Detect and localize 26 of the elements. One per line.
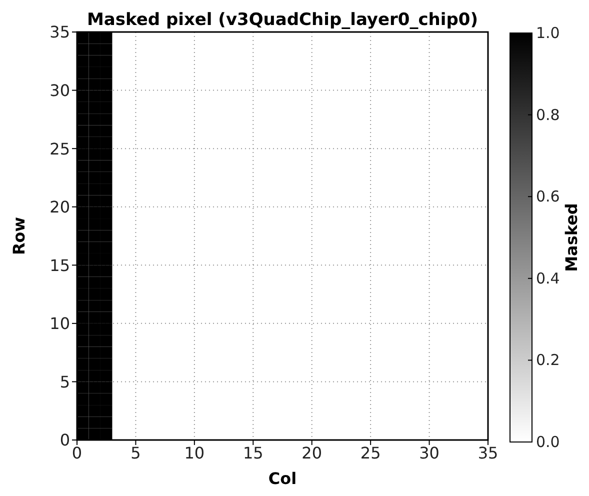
chart-title: Masked pixel (v3QuadChip_layer0_chip0) (86, 10, 480, 30)
color-bar-title: Masked (562, 203, 581, 272)
y-axis-title: Row (10, 216, 29, 256)
y-tick-label: 30 (50, 80, 70, 100)
y-tick-label: 5 (60, 372, 70, 392)
x-tick-label: 10 (184, 443, 205, 462)
y-tick-label: 15 (50, 256, 70, 275)
x-tick-label: 25 (360, 443, 381, 462)
color-bar-label: 0.0 (536, 433, 560, 451)
color-bar-label: 0.6 (536, 188, 560, 206)
color-bar-label: 0.4 (536, 269, 560, 288)
y-tick-label: 20 (50, 198, 70, 217)
x-tick-label: 20 (302, 443, 322, 462)
color-bar-label: 0.2 (536, 351, 560, 370)
color-bar-label: 1.0 (536, 24, 560, 42)
x-tick-label: 15 (242, 443, 264, 462)
x-tick-label: 30 (419, 443, 440, 462)
y-tick-label: 35 (50, 22, 70, 42)
x-tick-label: 5 (130, 443, 141, 462)
y-tick-label: 0 (60, 430, 70, 450)
y-tick-label: 25 (50, 139, 70, 158)
color-bar-label: 0.8 (536, 106, 560, 124)
x-tick-label: 35 (478, 443, 498, 462)
x-tick-label: 0 (72, 443, 82, 462)
y-tick-label: 10 (50, 314, 70, 334)
x-axis-title: Col (268, 469, 297, 488)
